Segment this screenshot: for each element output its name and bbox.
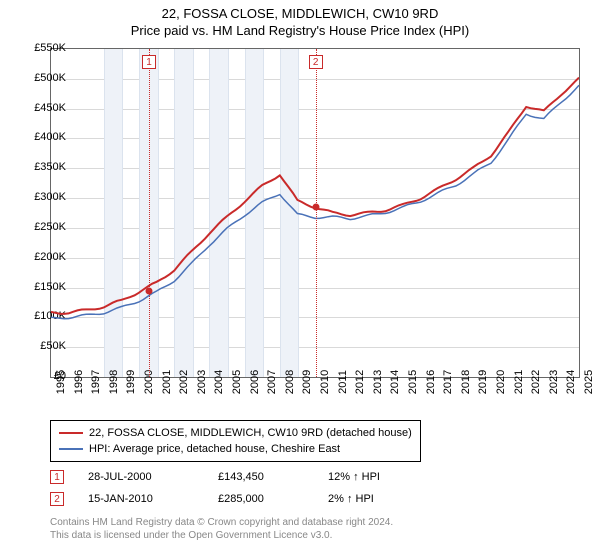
sale-marker: 1 xyxy=(50,470,64,484)
legend-label: HPI: Average price, detached house, Ches… xyxy=(89,443,340,455)
legend-row: 22, FOSSA CLOSE, MIDDLEWICH, CW10 9RD (d… xyxy=(59,425,412,441)
sale-delta: 2% ↑ HPI xyxy=(328,493,438,505)
x-tick-label: 2025 xyxy=(583,370,595,394)
sale-row: 2 15-JAN-2010 £285,000 2% ↑ HPI xyxy=(50,488,438,510)
title-address: 22, FOSSA CLOSE, MIDDLEWICH, CW10 9RD xyxy=(0,6,600,21)
footer-attribution: Contains HM Land Registry data © Crown c… xyxy=(50,516,393,542)
sale-date: 15-JAN-2010 xyxy=(88,493,218,505)
sale-price: £143,450 xyxy=(218,471,328,483)
footer-line: This data is licensed under the Open Gov… xyxy=(50,529,393,542)
title-subtitle: Price paid vs. HM Land Registry's House … xyxy=(0,23,600,38)
sale-row: 1 28-JUL-2000 £143,450 12% ↑ HPI xyxy=(50,466,438,488)
marker-line xyxy=(316,49,317,377)
marker-box: 1 xyxy=(142,55,156,69)
legend-swatch xyxy=(59,432,83,434)
sale-date: 28-JUL-2000 xyxy=(88,471,218,483)
marker-dot xyxy=(312,204,319,211)
footer-line: Contains HM Land Registry data © Crown c… xyxy=(50,516,393,529)
legend: 22, FOSSA CLOSE, MIDDLEWICH, CW10 9RD (d… xyxy=(50,420,421,462)
sale-price: £285,000 xyxy=(218,493,328,505)
sale-marker: 2 xyxy=(50,492,64,506)
sale-events: 1 28-JUL-2000 £143,450 12% ↑ HPI 2 15-JA… xyxy=(50,466,438,510)
marker-dot xyxy=(146,288,153,295)
price-chart: 12 xyxy=(50,48,580,378)
legend-row: HPI: Average price, detached house, Ches… xyxy=(59,441,412,457)
marker-line xyxy=(149,49,150,377)
legend-label: 22, FOSSA CLOSE, MIDDLEWICH, CW10 9RD (d… xyxy=(89,427,412,439)
marker-box: 2 xyxy=(309,55,323,69)
sale-delta: 12% ↑ HPI xyxy=(328,471,438,483)
legend-swatch xyxy=(59,448,83,450)
